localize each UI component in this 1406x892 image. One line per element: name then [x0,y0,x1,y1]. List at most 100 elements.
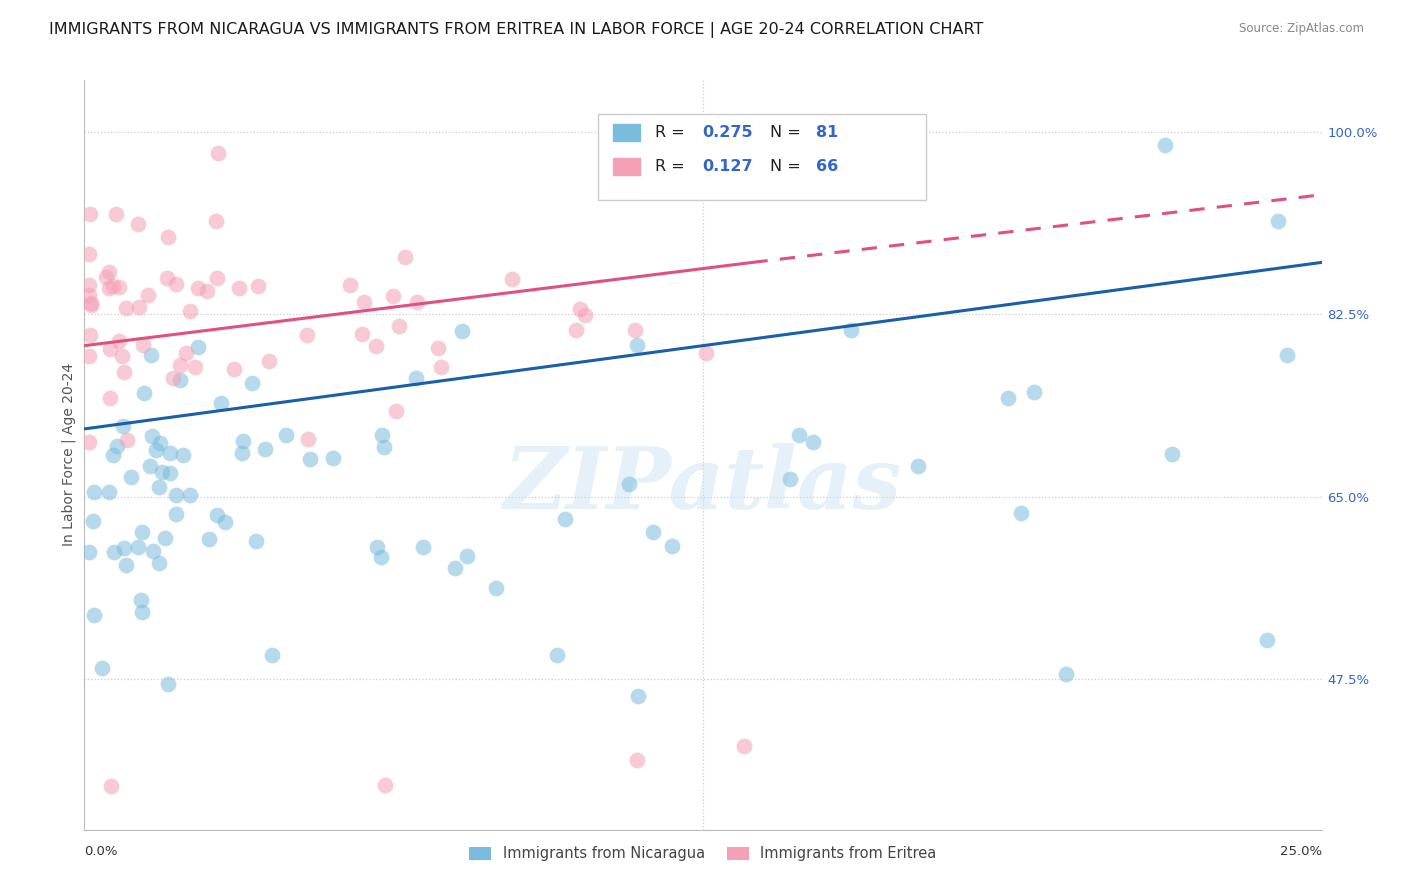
Point [141,429,163,443]
Point [297,432,319,446]
Point [257,354,280,368]
Point [789,428,811,442]
Point [148,556,170,570]
FancyBboxPatch shape [598,114,925,200]
Point [388,319,411,334]
Point [103,544,125,558]
Point [159,466,181,480]
Point [179,304,201,318]
Point [1022,385,1045,400]
Point [374,778,396,792]
Point [574,309,596,323]
Point [131,338,153,352]
Point [430,360,453,375]
Point [222,361,245,376]
Point [112,365,135,379]
Point [207,145,229,160]
Point [127,217,149,231]
Point [779,472,801,486]
Point [120,469,142,483]
Point [83,485,105,500]
Point [565,323,588,337]
Point [450,325,472,339]
Point [187,340,209,354]
Point [79,434,101,449]
Point [626,753,648,767]
Point [148,480,170,494]
Point [370,549,392,564]
Point [205,214,228,228]
Text: R =: R = [655,159,689,174]
Point [839,323,862,337]
Point [165,488,187,502]
Point [162,371,184,385]
Point [187,281,209,295]
Point [1010,506,1032,520]
Point [79,327,101,342]
Point [322,451,344,466]
Point [156,676,179,690]
Point [426,341,449,355]
Point [111,349,134,363]
Point [145,443,167,458]
Point [205,508,228,522]
Point [997,391,1019,405]
Point [91,661,114,675]
Point [128,301,150,315]
Point [104,207,127,221]
Point [136,287,159,301]
Point [97,265,120,279]
Point [907,458,929,473]
Point [107,334,129,348]
Text: 25.0%: 25.0% [1279,846,1322,858]
Point [641,524,664,539]
Point [79,545,101,559]
Text: 66: 66 [815,159,838,174]
Point [617,476,640,491]
Point [79,350,101,364]
Point [695,346,717,360]
Point [98,391,121,405]
Point [364,339,387,353]
FancyBboxPatch shape [613,158,640,175]
Point [129,593,152,607]
Point [373,440,395,454]
Point [501,272,523,286]
Point [245,533,267,548]
Point [1054,667,1077,681]
FancyBboxPatch shape [613,125,640,141]
Point [274,427,297,442]
Point [405,371,427,385]
Point [79,207,101,221]
Point [115,301,138,315]
Point [366,541,388,555]
Point [209,396,232,410]
Point [115,558,138,572]
Point [214,515,236,529]
Point [385,404,408,418]
Text: IMMIGRANTS FROM NICARAGUA VS IMMIGRANTS FROM ERITREA IN LABOR FORCE | AGE 20-24 : IMMIGRANTS FROM NICARAGUA VS IMMIGRANTS … [49,22,984,38]
Point [79,287,101,301]
Point [108,280,131,294]
Point [179,488,201,502]
Point [172,448,194,462]
Point [231,446,253,460]
Point [626,689,648,703]
Point [79,277,101,292]
Point [169,373,191,387]
Point [353,295,375,310]
Point [626,337,648,351]
Point [79,247,101,261]
Point [195,284,218,298]
Point [207,270,229,285]
Point [165,277,187,291]
Text: ZIPatlas: ZIPatlas [503,443,903,526]
Point [174,346,197,360]
Point [98,281,121,295]
Point [405,295,427,310]
Point [103,278,125,293]
Point [456,549,478,564]
Point [661,539,683,553]
Point [139,458,162,473]
Text: 0.275: 0.275 [702,125,752,140]
